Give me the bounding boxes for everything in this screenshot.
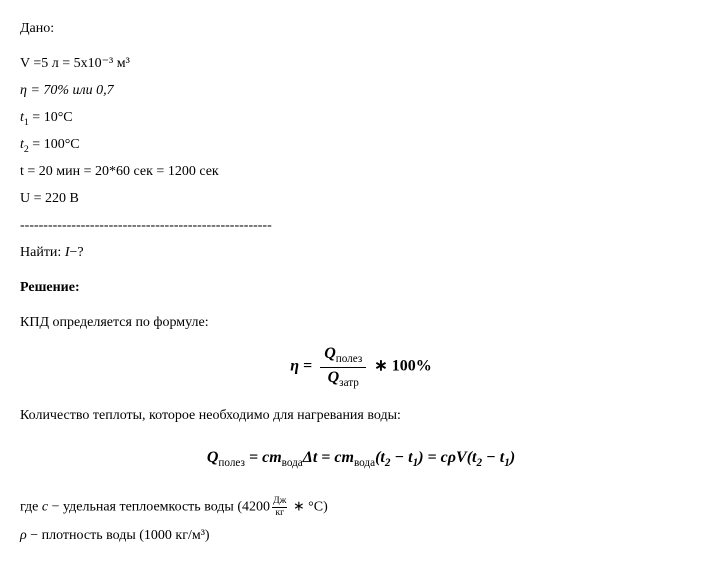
m2: m (342, 449, 354, 466)
minus2: − (482, 449, 500, 466)
line-eta: η = 70% или 0,7 (20, 80, 702, 101)
c2: c (334, 449, 341, 466)
sub-voda1: вода (282, 457, 303, 469)
frac-dj-kg: Дж кг (272, 496, 287, 519)
t2-rest: = 100°C (29, 137, 80, 152)
find-prefix: Найти: (20, 245, 65, 260)
frac-num: Дж (272, 496, 287, 508)
eq2c: = (424, 449, 441, 466)
where-dash: − удельная теплоемкость воды (4200 (48, 499, 270, 514)
v1: V (456, 449, 467, 466)
rho1: ρ (448, 449, 456, 466)
sub-polez: полез (336, 353, 363, 365)
formula-eta: η = Qполез Qзатр ∗ 100% (20, 345, 702, 389)
q-den: Q (328, 369, 340, 386)
line-t2: t2 = 100°C (20, 134, 702, 155)
q-num: Q (324, 345, 336, 362)
m1: m (269, 449, 281, 466)
where-suffix: ∗ °C) (289, 499, 327, 514)
rho-var: ρ (20, 528, 27, 543)
eq1: = (299, 358, 316, 375)
where-line: где c − удельная теплоемкость воды (4200… (20, 496, 702, 519)
formula-q: Qполез = cmводаΔt = cmвода(t2 − t1) = cρ… (20, 446, 702, 472)
sub-voda2: вода (354, 457, 375, 469)
deltat: Δt (303, 449, 317, 466)
star100: ∗ 100% (370, 358, 431, 375)
where-prefix: где (20, 499, 42, 514)
sub-zatr: затр (339, 377, 359, 389)
line-v: V =5 л = 5x10⁻³ м³ (20, 53, 702, 74)
kpd-text: КПД определяется по формуле: (20, 312, 702, 333)
frac-q: Qполез Qзатр (320, 345, 366, 389)
line-t1: t1 = 10°C (20, 107, 702, 128)
eq2b: = (317, 449, 334, 466)
eta-symbol: η (290, 358, 299, 375)
rho-text: − плотность воды (1000 кг/м³) (27, 528, 210, 543)
frac-den: кг (272, 508, 287, 519)
line-u: U = 220 В (20, 188, 702, 209)
sub-polez2: полез (218, 457, 245, 469)
c3: c (441, 449, 448, 466)
t1-rest: = 10°C (29, 110, 73, 125)
rho-line: ρ − плотность воды (1000 кг/м³) (20, 525, 702, 546)
eq2a: = (245, 449, 262, 466)
minus1: − (390, 449, 408, 466)
dashes: ----------------------------------------… (20, 215, 702, 236)
q2: Q (207, 449, 219, 466)
line-t: t = 20 мин = 20*60 сек = 1200 сек (20, 161, 702, 182)
solution-label: Решение: (20, 277, 702, 298)
qty-text: Количество теплоты, которое необходимо д… (20, 405, 702, 426)
given-label: Дано: (20, 18, 702, 39)
find-line: Найти: I−? (20, 242, 702, 263)
find-suffix: −? (70, 245, 84, 260)
eta-var: η = 70% или 0,7 (20, 83, 114, 98)
